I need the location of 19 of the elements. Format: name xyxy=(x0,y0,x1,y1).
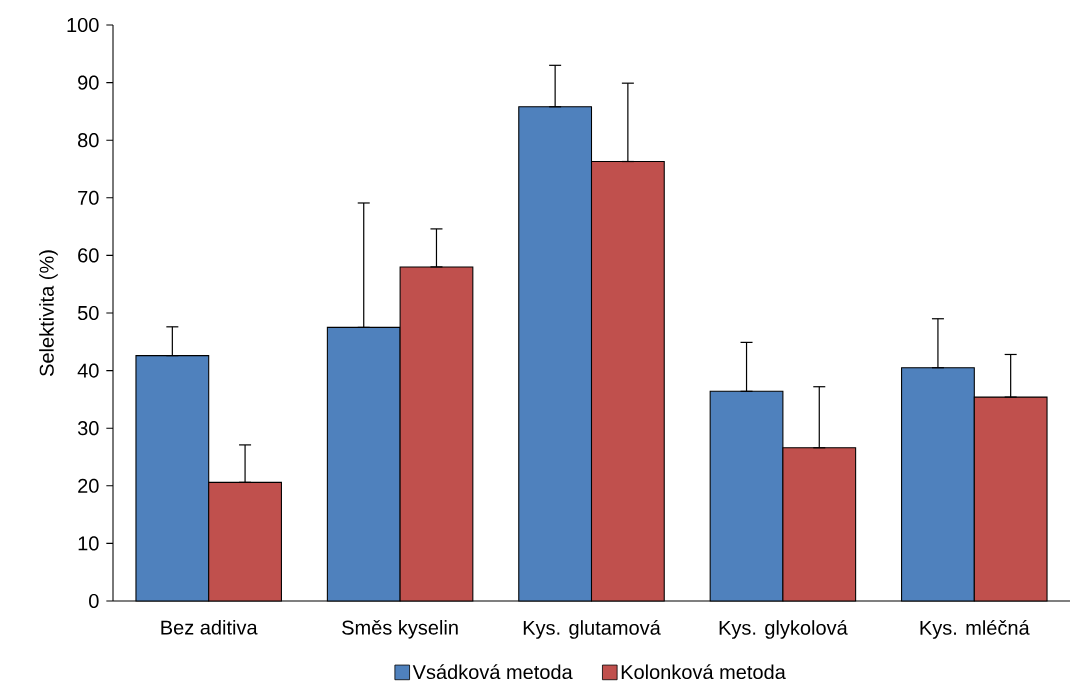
y-tick-label: 50 xyxy=(77,305,99,321)
y-tick-label: 80 xyxy=(78,133,99,148)
x-tick-label: Kys. glutamová xyxy=(523,619,661,639)
x-tick-label: Kys. glykolová xyxy=(719,619,848,639)
y-tick-label: 90 xyxy=(78,75,99,90)
x-tick-label: Směs kyselin xyxy=(342,619,458,639)
legend-label: Kolonková metoda xyxy=(621,664,786,680)
legend-label: Vsádková metoda xyxy=(412,664,573,680)
x-tick-label: Kys. mléčná xyxy=(920,619,1030,639)
y-tick-label: 0 xyxy=(89,593,99,609)
y-tick-label: 100 xyxy=(67,17,99,33)
y-tick-label: 40 xyxy=(77,363,99,378)
y-tick-label: 30 xyxy=(77,421,99,436)
x-tick-label: Bez aditiva xyxy=(161,619,258,635)
y-tick-label: 20 xyxy=(78,478,99,493)
y-axis-title: Selektivita (%) xyxy=(39,250,58,377)
y-tick-label: 10 xyxy=(78,536,99,551)
y-tick-label: 70 xyxy=(78,190,99,205)
y-tick-label: 60 xyxy=(78,248,99,263)
